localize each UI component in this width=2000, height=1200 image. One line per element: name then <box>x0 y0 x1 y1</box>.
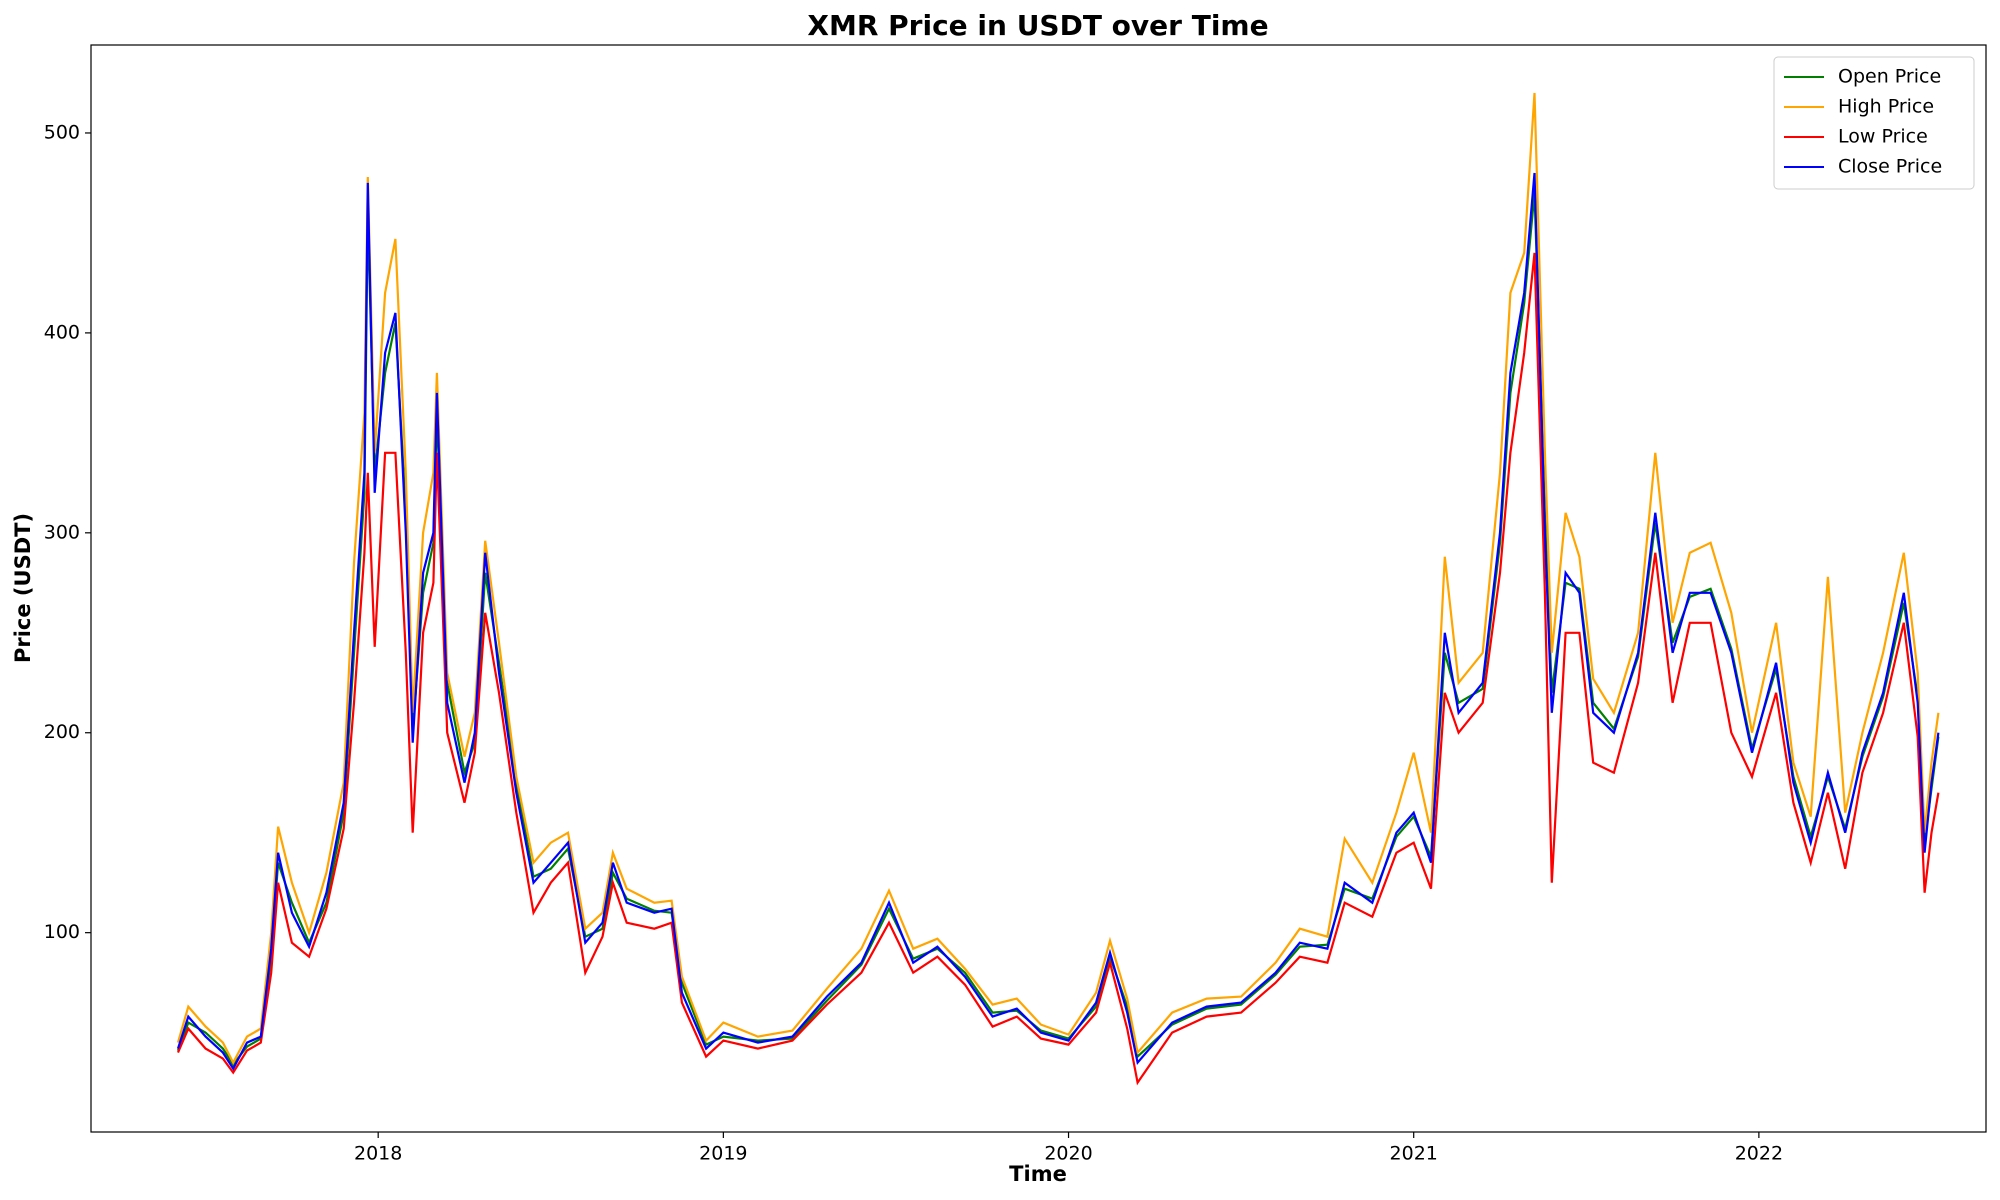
x-tick-label: 2020 <box>1044 1143 1092 1165</box>
y-tick-label: 100 <box>44 921 80 943</box>
y-tick-label: 300 <box>44 521 80 543</box>
plot-frame <box>90 44 1987 1133</box>
y-tick-label: 200 <box>44 721 80 743</box>
x-axis-label: Time <box>1009 1162 1067 1186</box>
y-tick-label: 400 <box>44 321 80 343</box>
chart-title: XMR Price in USDT over Time <box>807 9 1268 42</box>
price-line <box>176 92 1940 1065</box>
price-line <box>176 192 1940 1067</box>
y-axis-label: Price (USDT) <box>11 513 35 663</box>
x-tick-label: 2021 <box>1390 1143 1438 1165</box>
legend-label: Open Price <box>1838 66 1941 88</box>
price-line <box>176 172 1940 1071</box>
price-line <box>176 252 1940 1086</box>
x-tick-label: 2022 <box>1735 1143 1783 1165</box>
y-tick-label: 500 <box>44 121 80 143</box>
legend-label: High Price <box>1838 96 1934 118</box>
legend-label: Close Price <box>1838 156 1942 178</box>
legend-label: Low Price <box>1838 126 1928 148</box>
x-tick-label: 2018 <box>354 1143 402 1165</box>
legend-box <box>1773 56 1975 190</box>
x-tick-label: 2019 <box>699 1143 747 1165</box>
